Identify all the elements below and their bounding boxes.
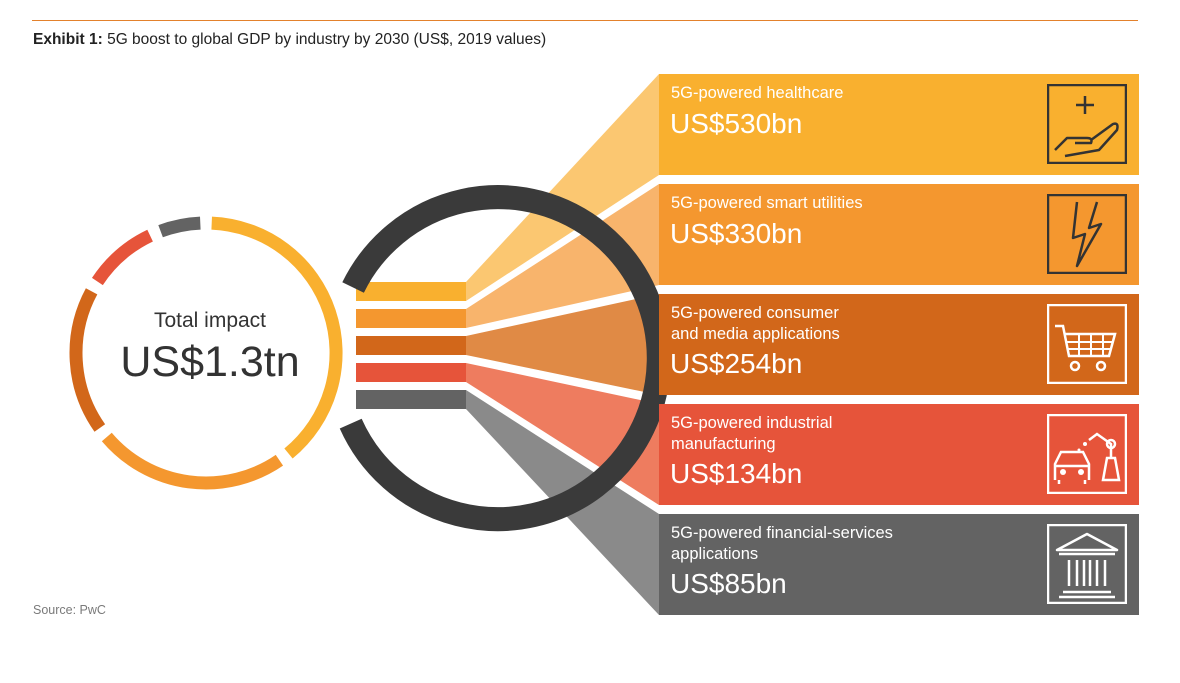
panel-label: 5G-powered smart utilities	[671, 194, 863, 212]
total-impact-value: US$1.3tn	[120, 338, 300, 386]
panel-5g-powered-financial-services-applications: 5G-powered financial-services applicatio…	[659, 514, 1139, 615]
donut-slice-5g-powered-consumer-and-media-applications	[69, 288, 106, 432]
band-5g-powered-smart-utilities	[356, 309, 466, 328]
total-impact-label: Total impact	[153, 309, 267, 332]
donut-slice-5g-powered-smart-utilities	[101, 432, 284, 490]
donut-slice-5g-powered-financial-services-applications	[158, 216, 201, 238]
donut-slice-5g-powered-healthcare	[211, 216, 343, 459]
header-rule	[32, 20, 1138, 21]
panel-5g-powered-smart-utilities: 5G-powered smart utilities US$330bn	[659, 184, 1139, 285]
connector-5g-powered-consumer-and-media-applications	[466, 294, 659, 395]
panel-5g-powered-healthcare: 5G-powered healthcare US$530bn	[659, 74, 1139, 175]
chart-title: Exhibit 1: 5G boost to global GDP by ind…	[33, 31, 547, 48]
connector-5g-powered-healthcare	[466, 74, 659, 301]
band-5g-powered-industrial-manufacturing	[356, 363, 466, 382]
outer-ring	[339, 185, 671, 532]
lightning-icon	[1047, 194, 1127, 274]
panel-5g-powered-industrial-manufacturing: 5G-powered industrial manufacturing US$13…	[659, 404, 1139, 505]
panel-5g-powered-consumer-and-media-applications: 5G-powered consumer and media applicatio…	[659, 294, 1139, 395]
panel-label: 5G-powered healthcare	[671, 84, 844, 102]
panel-value: US$134bn	[670, 458, 803, 489]
panel-label: 5G-powered consumer and media applicatio…	[671, 304, 840, 343]
panel-value: US$85bn	[670, 568, 787, 599]
cart-icon	[1047, 304, 1127, 384]
band-5g-powered-healthcare	[356, 282, 466, 301]
panel-value: US$530bn	[670, 108, 803, 139]
panel-value: US$254bn	[670, 348, 803, 379]
panel-label: 5G-powered financial-services applicatio…	[671, 524, 893, 563]
hand-plus-icon	[1047, 84, 1127, 164]
donut-slice-5g-powered-industrial-manufacturing	[91, 229, 154, 286]
panel-value: US$330bn	[670, 218, 803, 249]
connector-5g-powered-smart-utilities	[466, 184, 659, 328]
band-5g-powered-consumer-and-media-applications	[356, 336, 466, 355]
robot-car-icon	[1047, 414, 1127, 494]
source-note: Source: PwC	[33, 603, 106, 617]
panel-label: 5G-powered industrial manufacturing	[671, 414, 833, 453]
bank-icon	[1047, 524, 1127, 604]
band-5g-powered-financial-services-applications	[356, 390, 466, 409]
